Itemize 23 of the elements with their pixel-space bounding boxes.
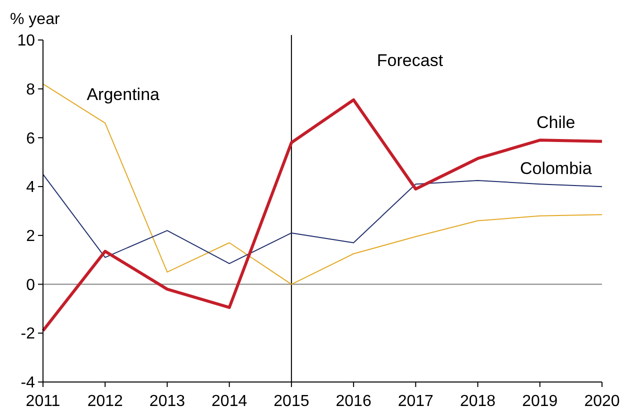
y-tick-label: 8 <box>26 81 36 98</box>
y-axis-title: % year <box>10 11 60 28</box>
x-tick-label: 2017 <box>398 393 434 410</box>
y-tick-label: 4 <box>26 179 36 196</box>
x-tick-label: 2012 <box>87 393 124 410</box>
annotation: Forecast <box>376 51 444 70</box>
series-label: Argentina <box>86 85 160 104</box>
x-tick-label: 2019 <box>522 393 558 410</box>
y-tick-label: 10 <box>17 32 36 50</box>
y-tick-label: 2 <box>26 228 36 246</box>
x-tick-label: 2014 <box>212 393 248 410</box>
y-tick-label: -4 <box>20 374 36 392</box>
y-tick-label: 0 <box>26 276 36 294</box>
x-tick-label: 2018 <box>460 393 496 410</box>
x-tick-label: 2020 <box>584 393 620 410</box>
y-tick-label: -2 <box>20 326 36 343</box>
series-label: Chile <box>536 113 576 132</box>
x-tick-label: 2011 <box>26 393 60 410</box>
y-tick-label: 6 <box>26 130 36 148</box>
series-label: Colombia <box>520 159 592 178</box>
x-tick-label: 2015 <box>274 393 310 410</box>
x-tick-label: 2013 <box>149 393 186 410</box>
x-tick-label: 2016 <box>336 393 372 410</box>
